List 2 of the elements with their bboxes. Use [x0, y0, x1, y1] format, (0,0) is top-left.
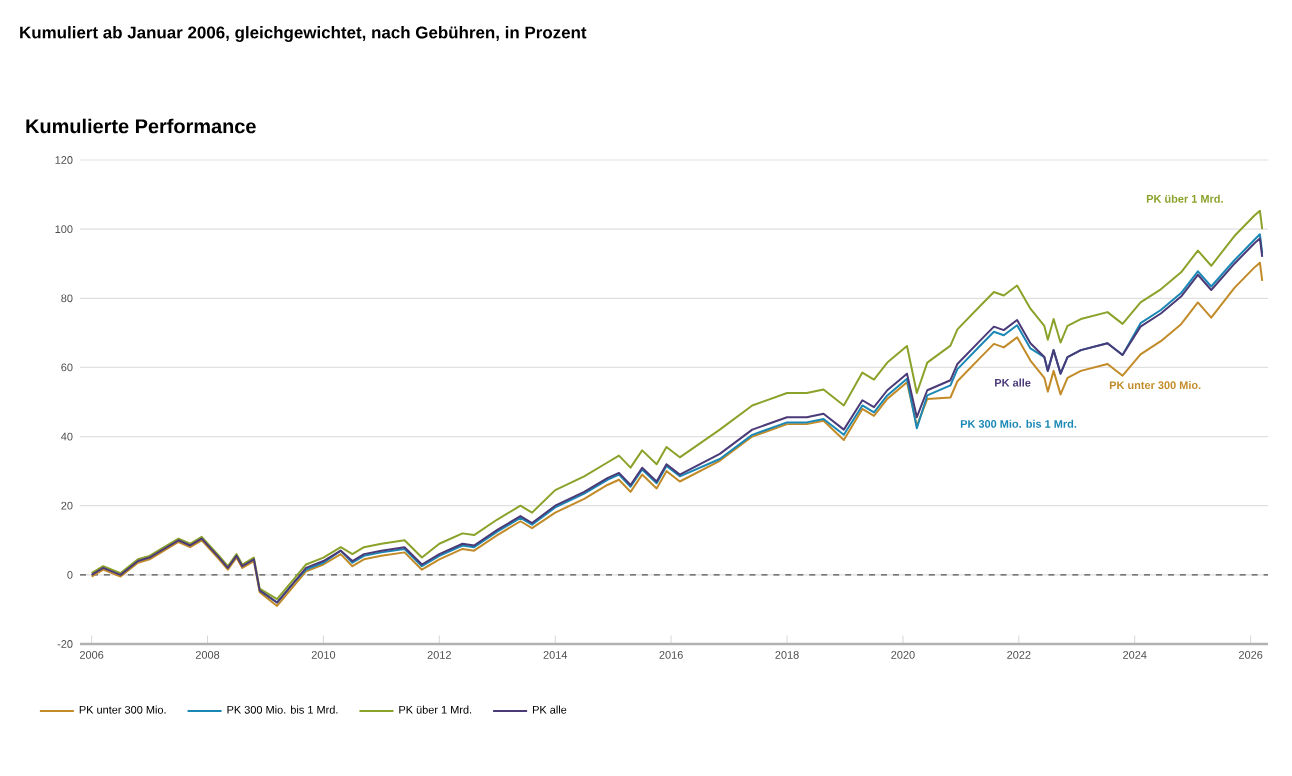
- chart-title: Kumuliert ab Januar 2006, gleichgewichtet, nach Gebühren, in Prozent: [20, 26, 587, 42]
- chart-subtitle: Kumulierte Performance: [26, 118, 256, 134]
